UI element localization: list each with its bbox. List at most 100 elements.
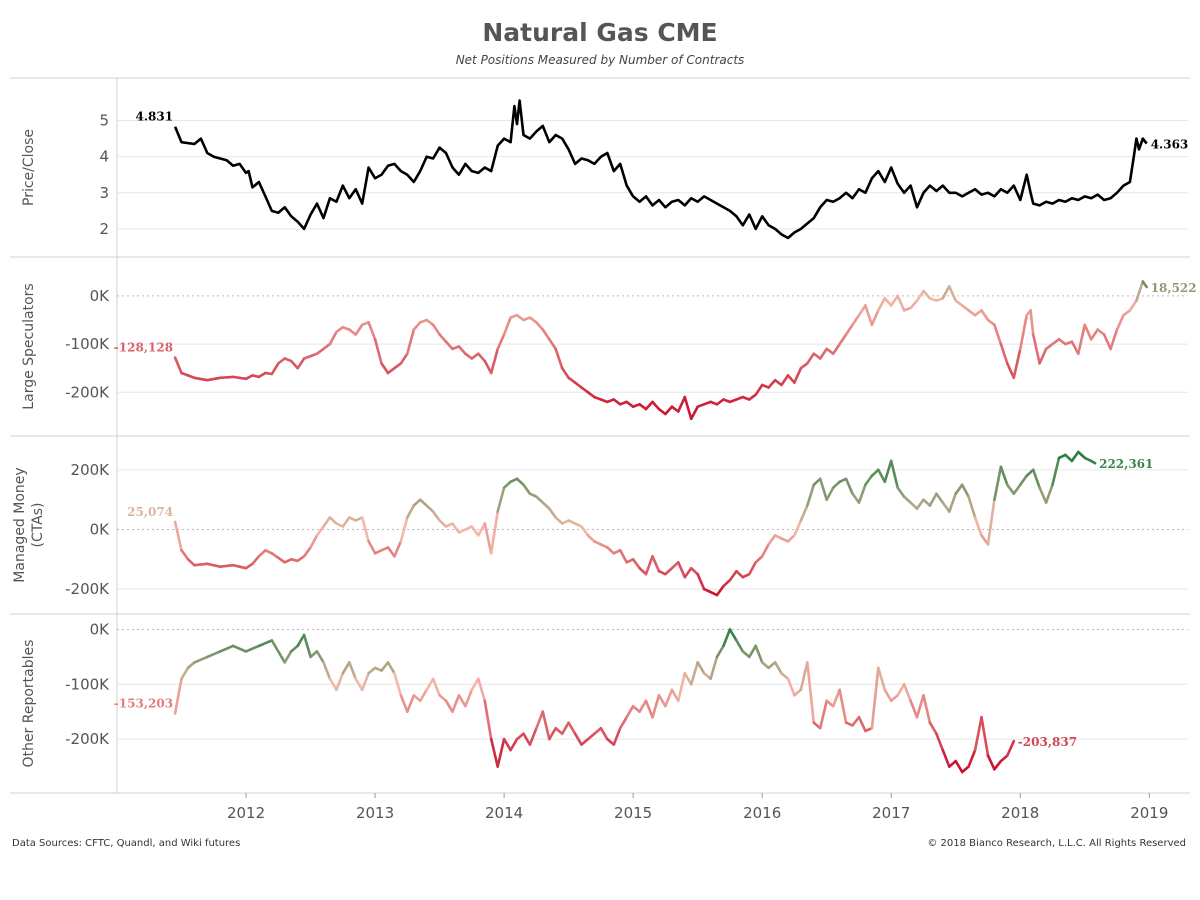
- series-segment: [967, 495, 977, 519]
- series-segment: [973, 715, 983, 752]
- series-segment: [322, 342, 332, 351]
- series-segment: [535, 710, 545, 730]
- series-segment: [367, 540, 377, 555]
- series-segment: [393, 362, 403, 370]
- y-axis-title: Managed Money: [12, 467, 28, 582]
- series-segment: [586, 732, 596, 741]
- series-segment: [1083, 323, 1093, 341]
- series-segment: [541, 710, 551, 741]
- series-segment: [612, 726, 622, 746]
- series-segment: [1122, 309, 1132, 317]
- series-segment: [1064, 453, 1074, 463]
- series-segment: [206, 650, 222, 659]
- series-segment: [476, 352, 487, 363]
- series-segment: [470, 525, 480, 537]
- series-segment: [373, 337, 383, 365]
- series-segment: [876, 468, 887, 484]
- series-segment: [651, 693, 661, 719]
- series-segment: [1089, 328, 1099, 341]
- series-segment: [418, 688, 429, 703]
- series-segment: [1128, 299, 1138, 312]
- series-segment: [773, 661, 783, 675]
- series-segment: [915, 693, 925, 719]
- series-segment: [515, 477, 525, 487]
- series-segment: [218, 563, 235, 569]
- series-segment: [935, 492, 945, 504]
- series-segment: [747, 644, 758, 659]
- y-tick-label: -100K: [65, 675, 110, 693]
- series-segment: [335, 671, 345, 692]
- series-segment: [644, 699, 654, 719]
- series-segment: [1025, 468, 1035, 478]
- series-segment: [767, 534, 777, 546]
- series-segment: [857, 304, 867, 317]
- series-segment: [793, 688, 803, 697]
- series-segment: [1005, 739, 1016, 757]
- series-segment: [922, 289, 932, 300]
- y-axis-title: Other Reportables: [21, 640, 37, 768]
- series-segment: [760, 543, 770, 558]
- series-segment: [812, 352, 822, 360]
- series-segment: [715, 644, 725, 659]
- series-segment: [483, 522, 493, 555]
- series-segment: [322, 661, 332, 681]
- series-segment: [489, 347, 500, 375]
- series-segment: [367, 321, 377, 341]
- series-segment: [722, 628, 732, 648]
- series-segment: [760, 661, 770, 670]
- series-segment: [444, 699, 454, 714]
- series-segment: [515, 313, 525, 322]
- series-segment: [805, 483, 816, 507]
- series-segment: [560, 366, 570, 380]
- series-segment: [483, 359, 493, 375]
- series-segment: [838, 333, 848, 346]
- series-segment: [405, 328, 416, 356]
- series-segment: [405, 693, 416, 714]
- series-segment: [818, 477, 829, 502]
- series-end-label: 4.363: [1151, 138, 1189, 152]
- series-segment: [1018, 474, 1028, 487]
- series-segment: [883, 459, 893, 484]
- series-segment: [206, 376, 222, 382]
- series-segment: [883, 296, 893, 307]
- series-segment: [328, 516, 338, 525]
- series-segment: [244, 644, 261, 653]
- series-segment: [831, 342, 841, 356]
- series-segment: [741, 650, 751, 659]
- series-segment: [767, 661, 777, 670]
- series-segment: [605, 737, 616, 746]
- x-tick-label: 2012: [227, 804, 265, 822]
- series-segment: [754, 554, 764, 564]
- series-segment: [715, 584, 725, 597]
- series-segment: [528, 316, 538, 324]
- series-segment: [1089, 459, 1097, 465]
- series-start-label: -128,128: [114, 341, 173, 355]
- series-segment: [818, 699, 829, 730]
- series-segment: [206, 562, 222, 569]
- series-segment: [193, 655, 209, 664]
- series-segment: [683, 671, 693, 686]
- series-segment: [999, 342, 1009, 365]
- series-segment: [547, 337, 558, 351]
- series-segment: [302, 633, 312, 659]
- series-segment: [380, 362, 390, 375]
- series-segment: [193, 562, 209, 567]
- series-segment: [747, 560, 758, 576]
- series-segment: [341, 516, 351, 528]
- series-segment: [425, 318, 435, 327]
- series-segment: [909, 299, 919, 310]
- series-segment: [805, 352, 816, 365]
- series-segment: [476, 677, 487, 703]
- series-segment: [535, 495, 545, 504]
- x-tick-label: 2019: [1130, 804, 1168, 822]
- series-segment: [580, 386, 590, 394]
- series-segment: [580, 525, 590, 537]
- series-segment: [386, 546, 396, 558]
- y-tick-label: 5: [99, 112, 109, 130]
- series-segment: [631, 704, 641, 714]
- series-segment: [825, 486, 835, 502]
- series-segment: [315, 650, 325, 664]
- series-segment: [599, 726, 609, 741]
- series-segment: [554, 347, 564, 370]
- series-segment: [502, 480, 512, 490]
